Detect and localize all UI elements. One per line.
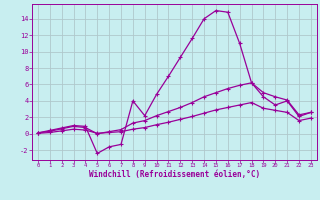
X-axis label: Windchill (Refroidissement éolien,°C): Windchill (Refroidissement éolien,°C) [89,170,260,179]
